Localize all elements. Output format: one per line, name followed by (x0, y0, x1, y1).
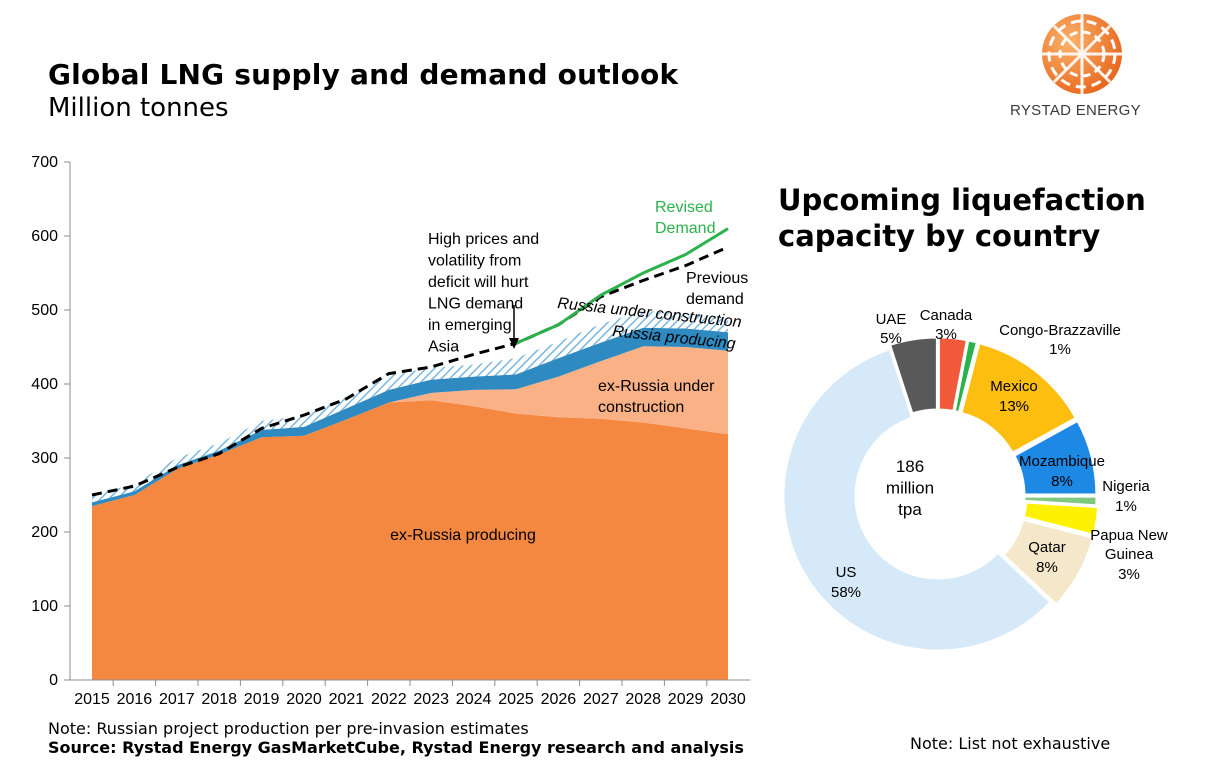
y-tick-label: 500 (31, 302, 58, 319)
slice-value-papua-new-guinea: 3% (1118, 566, 1140, 583)
x-tick-label: 2025 (498, 691, 534, 708)
x-tick-label: 2019 (244, 691, 280, 708)
slice-us (781, 346, 1054, 653)
slice-label-qatar: Qatar (1028, 539, 1066, 556)
slice-value-congo-brazzaville: 1% (1049, 341, 1071, 358)
y-tick-label: 400 (31, 376, 58, 393)
x-tick-label: 2021 (329, 691, 365, 708)
slice-label-mexico: Mexico (990, 378, 1038, 395)
area-ex-russia-under-construction (92, 346, 728, 507)
donut-title-line1: Upcoming liquefaction (778, 183, 1146, 217)
label-ex-russia-under-construction: construction (598, 399, 684, 416)
label-ex-russia-producing: ex-Russia producing (390, 527, 536, 544)
annotation-high-prices: in emerging (428, 317, 512, 334)
annotation-high-prices: volatility from (428, 253, 521, 270)
slice-label-nigeria: Nigeria (1102, 478, 1150, 495)
y-tick-label: 0 (49, 672, 58, 689)
slice-label-papua-new-guinea: Papua New (1090, 527, 1168, 544)
label-revised-demand: Revised (655, 199, 713, 216)
previous-demand-line (91, 245, 729, 497)
rystad-logo-icon (1042, 14, 1122, 94)
slice-label-uae: UAE (876, 311, 907, 328)
list-note: Note: List not exhaustive (910, 734, 1111, 753)
slice-value-nigeria: 1% (1115, 498, 1137, 515)
slice-value-qatar: 8% (1036, 559, 1058, 576)
revised-demand-line (515, 227, 729, 345)
slice-label-mozambique: Mozambique (1019, 453, 1105, 470)
slice-label-us: US (836, 564, 857, 581)
x-tick-label: 2023 (413, 691, 449, 708)
slice-value-canada: 3% (935, 326, 957, 343)
x-tick-label: 2022 (371, 691, 407, 708)
slice-congo-brazzaville (952, 338, 980, 415)
x-tick-label: 2029 (668, 691, 704, 708)
slice-nigeria (1022, 494, 1099, 508)
x-tick-label: 2028 (625, 691, 661, 708)
y-tick-label: 300 (31, 450, 58, 467)
y-tick-label: 200 (31, 524, 58, 541)
annotation-high-prices: Asia (428, 339, 459, 356)
x-tick-label: 2026 (541, 691, 577, 708)
label-ex-russia-under-construction: ex-Russia under (598, 378, 715, 395)
y-tick-label: 600 (31, 228, 58, 245)
slice-label-congo-brazzaville: Congo-Brazzaville (999, 322, 1121, 339)
y-tick-label: 700 (31, 154, 58, 171)
chart-subtitle: Million tonnes (48, 93, 229, 123)
brand-name: RYSTAD ENERGY (1010, 102, 1141, 119)
slice-label-papua-new-guinea: Guinea (1105, 546, 1154, 563)
x-tick-label: 2024 (456, 691, 492, 708)
area-ex-russia-producing (92, 400, 728, 680)
slice-value-mozambique: 8% (1051, 473, 1073, 490)
area-russia-producing (92, 327, 728, 507)
donut-title: Upcoming liquefaction capacity by countr… (778, 182, 1198, 254)
chart-title: Global LNG supply and demand outlook (48, 58, 679, 91)
slice-value-uae: 5% (880, 330, 902, 347)
x-tick-label: 2027 (583, 691, 619, 708)
x-tick-label: 2016 (117, 691, 153, 708)
slice-mexico (959, 340, 1079, 456)
annotation-high-prices: LNG demand (428, 296, 523, 313)
label-revised-demand: Demand (655, 220, 715, 237)
donut-title-line2: capacity by country (778, 219, 1101, 253)
slice-value-mexico: 13% (999, 398, 1029, 415)
slice-value-us: 58% (831, 584, 861, 601)
donut-center-label: tpa (898, 500, 922, 519)
donut-chart: 186 million tpa UAE 5% Canada 3% Congo-Brazzavi… (781, 307, 1168, 653)
annotation-high-prices: High prices and (428, 231, 539, 248)
slice-label-canada: Canada (920, 307, 973, 324)
label-previous-demand: Previous (686, 270, 748, 287)
source-note: Source: Rystad Energy GasMarketCube, Rys… (48, 738, 744, 757)
x-tick-label: 2015 (74, 691, 110, 708)
x-tick-label: 2018 (201, 691, 237, 708)
y-tick-label: 100 (31, 598, 58, 615)
x-tick-label: 2017 (159, 691, 195, 708)
donut-center-label: million (886, 479, 934, 498)
annotation-arrow-head (509, 338, 519, 349)
x-tick-label: 2020 (286, 691, 322, 708)
donut-center-label: 186 (896, 457, 924, 476)
x-tick-label: 2030 (710, 691, 746, 708)
label-previous-demand: demand (686, 291, 744, 308)
annotation-high-prices: deficit will hurt (428, 274, 529, 291)
slice-papua-new-guinea (1021, 500, 1101, 538)
area-chart: 0 100 200 300 400 500 600 700 2015 2016 2017 2018 20… (31, 154, 750, 708)
slice-qatar (1000, 517, 1096, 608)
footnote: Note: Russian project production per pre… (48, 719, 529, 738)
